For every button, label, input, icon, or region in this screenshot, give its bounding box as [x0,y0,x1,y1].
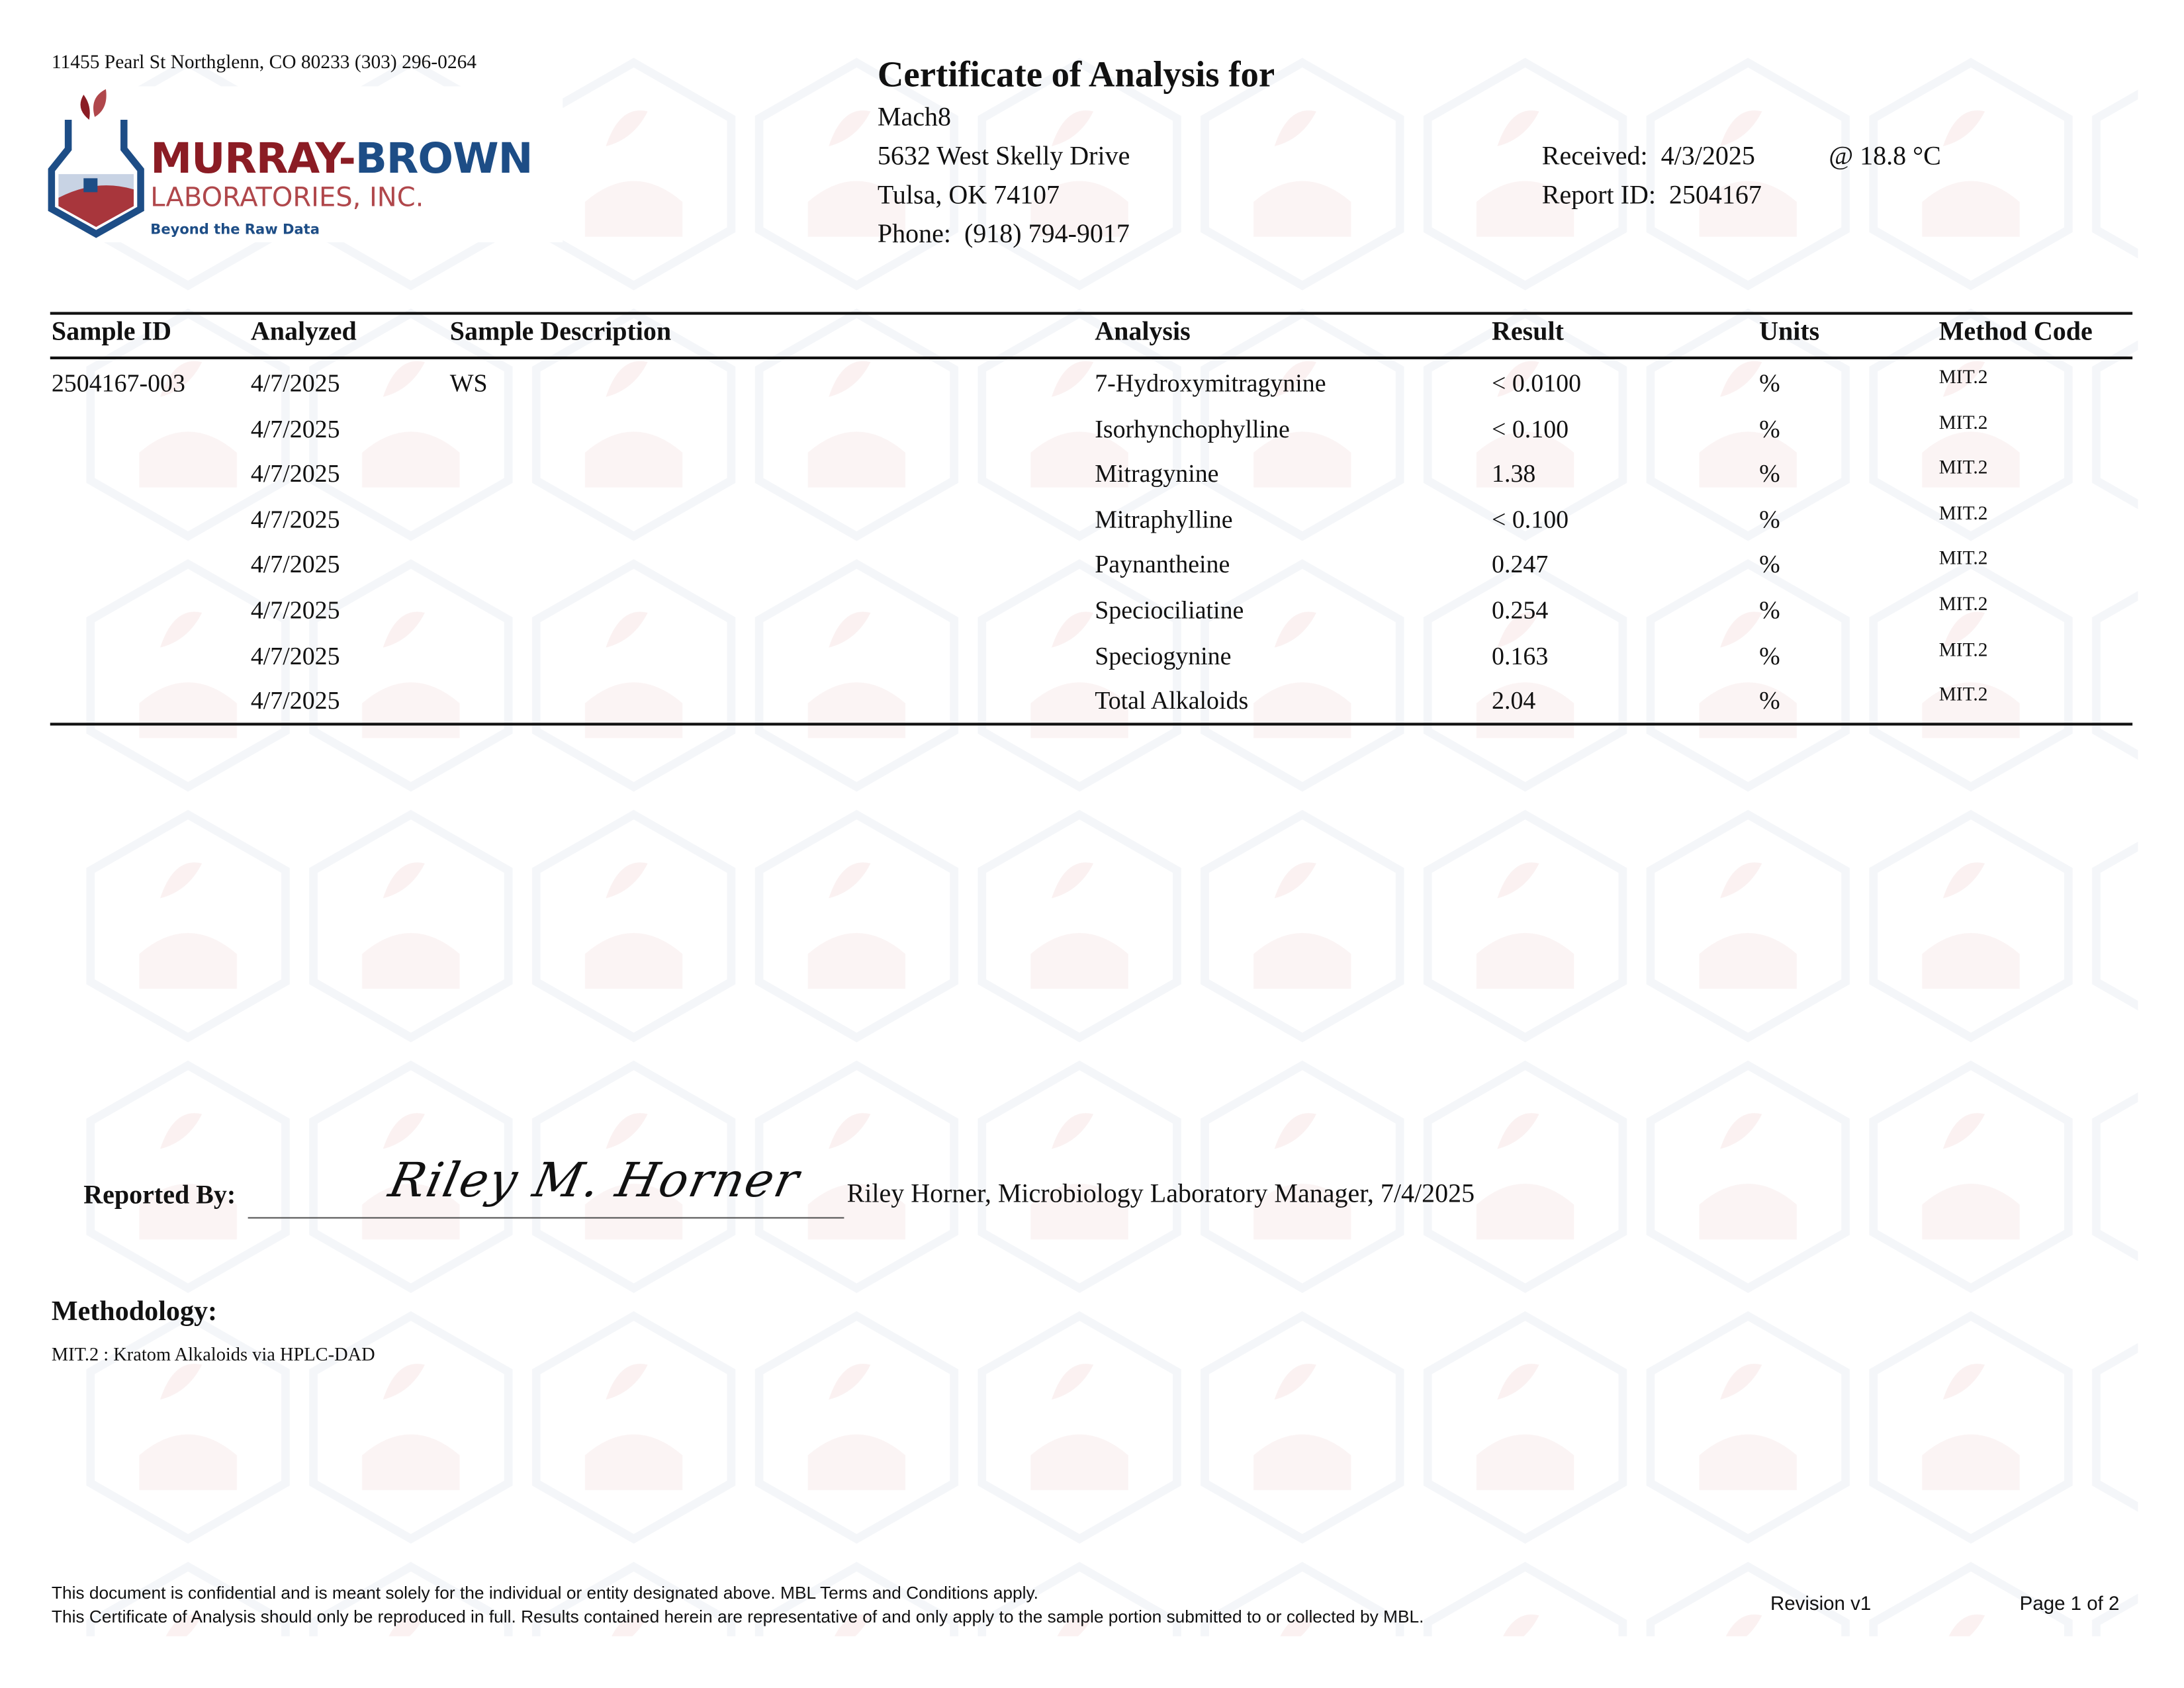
logo-name-murray: MURRAY- [150,135,355,184]
cell-analyzed: 4/7/2025 [250,596,340,624]
column-header-analyzed: Analyzed [250,317,357,347]
cell-description: WS [449,369,488,397]
column-header-description: Sample Description [449,317,672,347]
cell-method: MIT.2 [1938,367,1988,389]
cell-method: MIT.2 [1938,594,1988,616]
table-header-rule [50,356,2133,359]
cell-method: MIT.2 [1938,504,1988,525]
cell-result: 2.04 [1492,686,1536,715]
cell-units: % [1759,505,1780,533]
signer-name-title: Riley Horner, Microbiology Laboratory Ma… [846,1179,1475,1209]
report-id: 2504167 [1668,181,1762,210]
cell-method: MIT.2 [1938,458,1988,480]
cell-units: % [1759,686,1780,715]
received-date: 4/3/2025 [1661,142,1755,171]
signature-line [248,1217,844,1219]
cell-method: MIT.2 [1938,413,1988,434]
client-city: Tulsa, OK 74107 [877,181,1060,210]
cell-analysis: Isorhynchophylline [1095,414,1290,443]
client-name: Mach8 [877,103,951,132]
flask-logo-icon [48,89,144,238]
cell-analysis: Paynantheine [1095,551,1230,579]
lab-address: 11455 Pearl St Northglenn, CO 80233 (303… [51,52,477,74]
cell-method: MIT.2 [1938,640,1988,661]
column-header-result: Result [1492,317,1564,347]
cell-method: MIT.2 [1938,549,1988,570]
cell-result: 0.163 [1492,641,1549,670]
cell-units: % [1759,414,1780,443]
document-title: Certificate of Analysis for [877,54,1275,95]
table-bottom-rule [50,723,2133,726]
revision: Revision v1 [1770,1591,1872,1615]
report-id-label: Report ID: [1541,181,1656,210]
signature-image: Riley M. Horner [384,1153,805,1209]
cell-units: % [1759,596,1780,624]
cell-analyzed: 4/7/2025 [250,459,340,488]
page-number: Page 1 of 2 [2019,1591,2120,1615]
cell-method: MIT.2 [1938,685,1988,707]
received-label: Received: [1541,142,1648,171]
cell-units: % [1759,459,1780,488]
received-temperature: @ 18.8 °C [1829,142,1941,171]
column-header-method: Method Code [1938,317,2093,347]
cell-result: < 0.100 [1492,414,1569,443]
client-phone: (918) 794-9017 [964,220,1130,249]
cell-analyzed: 4/7/2025 [250,641,340,670]
footer-reproduction: This Certificate of Analysis should only… [51,1607,1424,1627]
cell-result: 0.254 [1492,596,1549,624]
reported-by-label: Reported By: [83,1180,236,1210]
methodology-entry: MIT.2 : Kratom Alkaloids via HPLC-DAD [51,1343,375,1365]
cell-analyzed: 4/7/2025 [250,686,340,715]
cell-result: < 0.100 [1492,505,1569,533]
column-header-units: Units [1759,317,1820,347]
cell-result: < 0.0100 [1492,369,1582,397]
client-street: 5632 West Skelly Drive [877,142,1130,171]
cell-analysis: 7-Hydroxymitragynine [1095,369,1326,397]
cell-analysis: Speciogynine [1095,641,1232,670]
logo-name-brown: BROWN [355,135,533,184]
cell-analyzed: 4/7/2025 [250,505,340,533]
table-top-rule [50,312,2133,315]
cell-sample-id: 2504167-003 [51,369,185,397]
watermark-pattern [76,48,2138,1636]
cell-analysis: Speciociliatine [1095,596,1244,624]
cell-analyzed: 4/7/2025 [250,551,340,579]
column-header-sample-id: Sample ID [51,317,171,347]
lab-logo: MURRAY-BROWN LABORATORIES, INC. Beyond t… [47,86,563,243]
cell-analysis: Mitraphylline [1095,505,1233,533]
logo-subtitle: LABORATORIES, INC. [150,182,424,214]
cell-result: 1.38 [1492,459,1536,488]
cell-units: % [1759,551,1780,579]
cell-units: % [1759,641,1780,670]
cell-analyzed: 4/7/2025 [250,369,340,397]
cell-analysis: Total Alkaloids [1095,686,1249,715]
cell-result: 0.247 [1492,551,1549,579]
methodology-heading: Methodology: [51,1296,218,1327]
column-header-analysis: Analysis [1095,317,1191,347]
cell-analyzed: 4/7/2025 [250,414,340,443]
cell-units: % [1759,369,1780,397]
cell-analysis: Mitragynine [1095,459,1219,488]
logo-tagline: Beyond the Raw Data [150,222,320,238]
phone-label: Phone: [877,220,951,249]
footer-confidential: This document is confidential and is mea… [51,1583,1038,1603]
